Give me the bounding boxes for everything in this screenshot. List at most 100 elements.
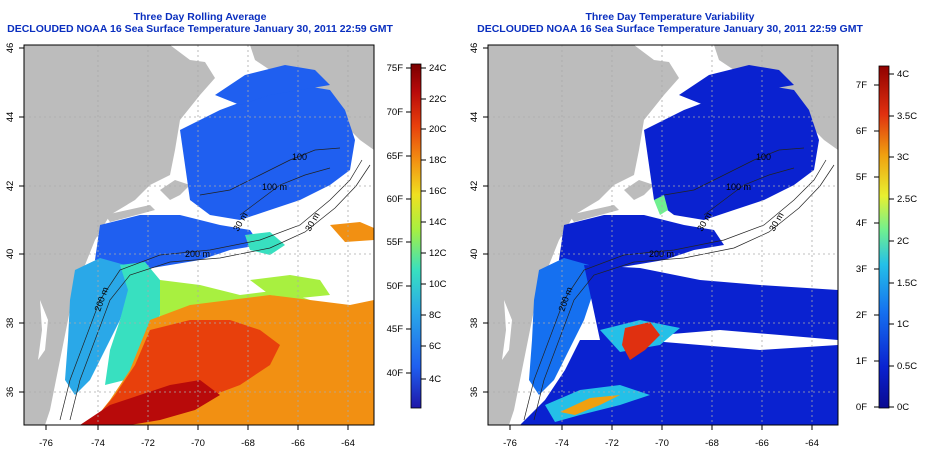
colorbar-f-label: 65F <box>387 151 404 162</box>
contour-label: 100 <box>756 152 771 162</box>
colorbar-f-label: 1F <box>856 356 867 367</box>
land-mainland <box>488 45 679 425</box>
y-tick-label: 42 <box>469 181 480 192</box>
x-tick-label: -64 <box>805 438 819 449</box>
sst-axes: -76 -74 -72 -70 -68 -66 -64 46 44 42 40 … <box>5 43 355 449</box>
colorbar-f-label: 60F <box>387 194 404 205</box>
sst-map-frame <box>23 44 375 426</box>
title-variability: Three Day Temperature Variability DECLOU… <box>470 11 870 35</box>
colorbar-f-label: 45F <box>387 324 404 335</box>
y-tick-label: 38 <box>469 318 480 329</box>
colorbar-f-label: 6F <box>856 126 867 137</box>
contour-label: 100 m <box>726 182 751 192</box>
colorbar-c-label: 18C <box>429 155 447 166</box>
land-long-island <box>105 205 155 222</box>
sst-eddy <box>245 232 285 255</box>
x-tick-label: -66 <box>755 438 769 449</box>
x-tick-label: -76 <box>503 438 517 449</box>
x-tick-label: -68 <box>705 438 719 449</box>
colorbar-c-label: 20C <box>429 124 447 135</box>
title-var-line1: Three Day Temperature Variability <box>585 11 755 23</box>
colorbar-f-label: 75F <box>387 63 404 74</box>
colorbar-c-label: 4C <box>897 69 909 80</box>
title-sst-line1: Three Day Rolling Average <box>133 11 267 23</box>
colorbar-c-label: 2.5C <box>897 194 917 205</box>
land-chesapeake <box>502 300 512 360</box>
colorbar-c-label: 10C <box>429 279 447 290</box>
y-tick-label: 36 <box>469 387 480 398</box>
land-long-island <box>569 205 619 222</box>
x-tick-label: -76 <box>39 438 53 449</box>
y-tick-label: 40 <box>469 249 480 260</box>
land-mainland <box>24 45 215 425</box>
sst-shelf-mid <box>105 262 165 385</box>
land-chesapeake <box>38 300 48 360</box>
var-colorbar-gradient <box>878 65 890 409</box>
colorbar-c-label: 0.5C <box>897 361 917 372</box>
y-tick-label: 44 <box>5 112 16 123</box>
colorbar-c-label: 6C <box>429 341 441 352</box>
sst-shelf-cool <box>65 258 130 395</box>
land-cape-cod <box>160 180 190 200</box>
x-tick-label: -72 <box>141 438 155 449</box>
colorbar-c-label: 2C <box>897 236 909 247</box>
colorbar-f-label: 70F <box>387 107 404 118</box>
sst-bay-of-fundy <box>215 65 330 105</box>
x-tick-label: -70 <box>655 438 669 449</box>
colorbar-f-label: 7F <box>856 80 867 91</box>
var-front-2-high <box>560 395 620 415</box>
colorbar-f-label: 5F <box>856 172 867 183</box>
x-tick-label: -74 <box>555 438 569 449</box>
y-tick-label: 46 <box>5 43 16 54</box>
sst-east-patch <box>330 222 374 242</box>
var-map-frame <box>487 44 839 426</box>
y-tick-label: 42 <box>5 181 16 192</box>
variability-map: 100 m 200 m 200 m 30 m 30 m 100 <box>487 44 839 426</box>
sst-gulf-of-maine <box>180 85 355 220</box>
y-tick-label: 46 <box>469 43 480 54</box>
var-shelf <box>529 258 594 395</box>
title-sst-line2: DECLOUDED NOAA 16 Sea Surface Temperatur… <box>7 23 393 35</box>
x-tick-label: -72 <box>605 438 619 449</box>
sst-colorbar: 75F 70F 65F 60F 55F 50F 45F 40F 24C 22C … <box>387 63 447 409</box>
var-bay-of-fundy <box>679 65 794 105</box>
var-contours <box>523 147 835 421</box>
x-tick-label: -66 <box>291 438 305 449</box>
land-cape-cod <box>624 180 654 200</box>
sst-colorbar-gradient <box>410 63 422 409</box>
contour-label: 200 m <box>649 249 674 259</box>
title-sst: Three Day Rolling Average DECLOUDED NOAA… <box>0 11 400 35</box>
colorbar-c-label: 16C <box>429 186 447 197</box>
var-near-shore <box>654 195 668 215</box>
y-tick-label: 38 <box>5 318 16 329</box>
var-colorbar: 7F 6F 5F 4F 3F 2F 1F 0F 4C 3.5C 3C 2.5C … <box>856 65 917 413</box>
colorbar-c-label: 1C <box>897 319 909 330</box>
y-tick-label: 36 <box>5 387 16 398</box>
var-gulf-of-maine <box>644 85 819 220</box>
sst-map: 100 m 200 m 200 m 30 m 30 m 100 <box>23 44 375 426</box>
colorbar-c-label: 3C <box>897 152 909 163</box>
colorbar-c-label: 3.5C <box>897 111 917 122</box>
colorbar-c-label: 1.5C <box>897 278 917 289</box>
colorbar-f-label: 40F <box>387 368 404 379</box>
contour-label: 200 m <box>185 249 210 259</box>
colorbar-c-label: 4C <box>429 374 441 385</box>
colorbar-c-label: 22C <box>429 94 447 105</box>
colorbar-c-label: 0C <box>897 402 909 413</box>
colorbar-c-label: 14C <box>429 217 447 228</box>
title-var-line2: DECLOUDED NOAA 16 Sea Surface Temperatur… <box>477 23 863 35</box>
var-front-high <box>622 322 660 360</box>
var-shelf-north <box>559 215 724 275</box>
colorbar-f-label: 50F <box>387 281 404 292</box>
colorbar-f-label: 2F <box>856 310 867 321</box>
sst-contours <box>59 147 371 421</box>
colorbar-c-label: 12C <box>429 248 447 259</box>
x-tick-label: -68 <box>241 438 255 449</box>
colorbar-f-label: 55F <box>387 237 404 248</box>
y-tick-label: 40 <box>5 249 16 260</box>
contour-label: 100 <box>292 152 307 162</box>
x-tick-label: -70 <box>191 438 205 449</box>
sst-gulf-stream-core <box>80 380 220 425</box>
colorbar-f-label: 3F <box>856 264 867 275</box>
